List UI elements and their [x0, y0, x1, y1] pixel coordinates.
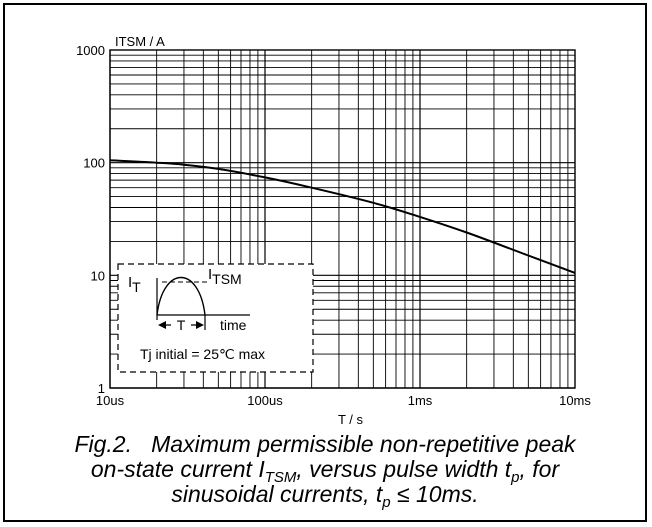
x-tick-label: 1ms — [408, 393, 433, 408]
inset-arrowhead-left — [158, 321, 166, 329]
y-tick-label: 100 — [83, 156, 105, 171]
inset-label-it: IT — [128, 274, 141, 295]
inset-time-label: time — [220, 317, 247, 333]
inset-label-itsm: ITSM — [208, 266, 242, 287]
inset-box: IT ITSM T time Tj initial = 25℃ max — [117, 263, 314, 373]
x-tick-label: 10us — [96, 393, 125, 408]
plot-border — [109, 49, 576, 389]
x-axis-label: T / s — [338, 412, 364, 427]
caption-line-3: sinusoidal currents, tp ≤ 10ms. — [171, 481, 479, 511]
x-tick-label: 10ms — [559, 393, 591, 408]
x-tick-label: 100us — [247, 393, 283, 408]
tick-labels: 1 10 100 1000 10us 100us 1ms 10ms — [76, 43, 591, 408]
inset-period-label: T — [177, 317, 186, 333]
caption-line-1: Fig.2. Maximum permissible non-repetitiv… — [74, 431, 576, 457]
inset-sine-pulse — [156, 276, 206, 316]
caption-line-2: on-state current ITSM, versus pulse widt… — [90, 456, 560, 486]
series-line — [109, 159, 576, 274]
inset-period-label-bg — [171, 316, 191, 332]
figure-caption: Fig.2. Maximum permissible non-repetitiv… — [3, 431, 647, 511]
y-tick-label: 1 — [98, 381, 105, 396]
inset-border — [117, 263, 314, 373]
chart: 1 10 100 1000 10us 100us 1ms 10ms ITSM / A T / … — [76, 34, 591, 427]
figure-frame — [3, 3, 647, 522]
y-tick-label: 10 — [91, 268, 105, 283]
y-tick-label: 1000 — [76, 43, 105, 58]
inset-arrowhead-right — [196, 321, 204, 329]
inset-note: Tj initial = 25℃ max — [140, 346, 265, 362]
y-axis-label: ITSM / A — [115, 34, 165, 49]
